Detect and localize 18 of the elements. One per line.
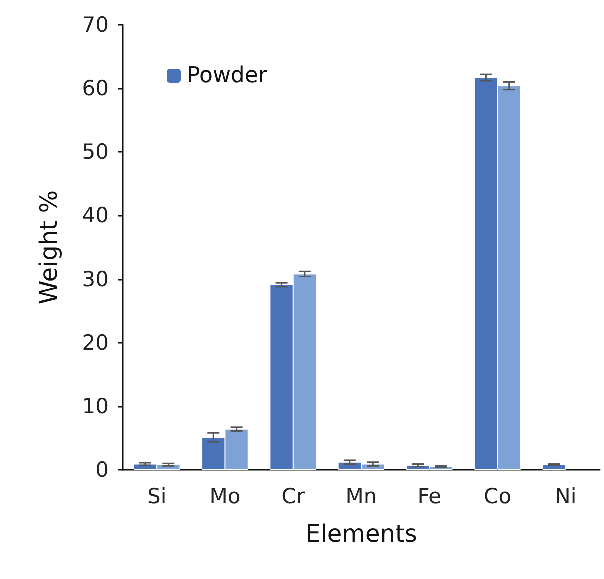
y-tick-label: 50 xyxy=(82,140,109,164)
x-tick-label: Ni xyxy=(555,484,577,508)
y-tick-label: 20 xyxy=(82,330,109,355)
legend-label: Powder xyxy=(187,64,268,88)
x-tick-label: Si xyxy=(147,484,167,508)
y-tick-label: 70 xyxy=(82,13,109,37)
x-tick-label: Mn xyxy=(346,484,378,508)
x-tick-label: Mo xyxy=(210,484,241,508)
y-axis-title: Weight % xyxy=(35,190,63,305)
x-tick-label: Cr xyxy=(282,484,306,508)
x-tick-label: Co xyxy=(484,484,512,508)
x-axis-title: Elements xyxy=(306,520,418,548)
y-tick-label: 60 xyxy=(82,76,109,101)
x-tick-label: Fe xyxy=(418,484,442,508)
y-tick-label: 30 xyxy=(82,267,109,292)
y-tick-label: 0 xyxy=(96,458,109,482)
y-tick-label: 40 xyxy=(82,204,109,228)
y-tick-label: 10 xyxy=(82,394,109,418)
